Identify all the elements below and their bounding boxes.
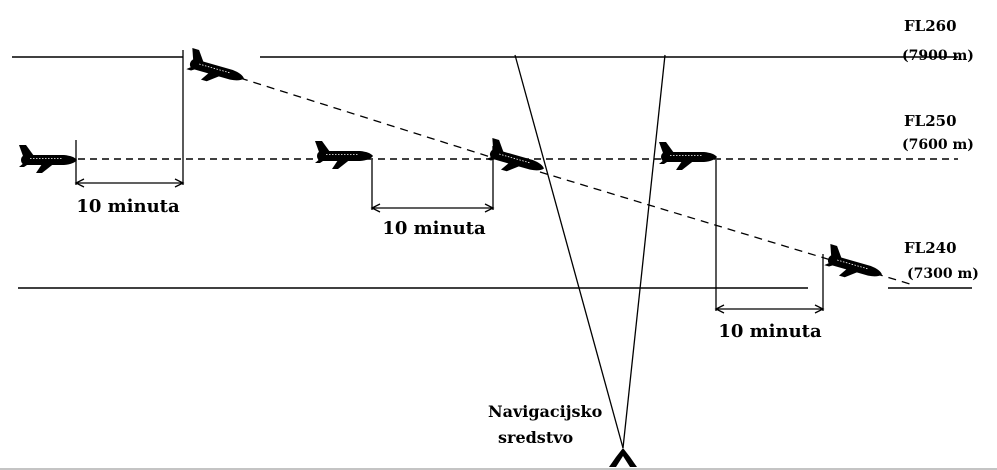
fl240-label: FL240	[904, 239, 957, 257]
aircraft-icon	[184, 47, 249, 92]
aircraft-icon	[314, 140, 374, 170]
interval-bracket-2	[370, 146, 495, 213]
navaid-cone-right	[622, 54, 666, 449]
navaid-cone-left	[514, 54, 624, 449]
descent-track-upper	[239, 77, 501, 161]
interval-bracket-3	[714, 160, 825, 314]
fl260-altitude: (7900 m)	[902, 48, 974, 64]
fl250-label: FL250	[904, 112, 957, 130]
navaid-label-line1: Navigacijsko	[488, 402, 603, 421]
interval-label-1: 10 minuta	[76, 196, 180, 217]
fl260-label: FL260	[904, 17, 957, 35]
fl240-altitude: (7300 m)	[907, 266, 979, 282]
navaid-label-line2: sredstvo	[498, 428, 574, 447]
interval-bracket-1	[74, 50, 185, 188]
interval-label-2: 10 minuta	[382, 218, 486, 239]
navaid-symbol	[609, 448, 637, 467]
fl250-altitude: (7600 m)	[902, 137, 974, 153]
aircraft-icon	[18, 144, 78, 174]
aircraft-icon	[658, 141, 718, 171]
interval-label-3: 10 minuta	[718, 321, 822, 342]
aircraft-icon	[822, 243, 887, 288]
